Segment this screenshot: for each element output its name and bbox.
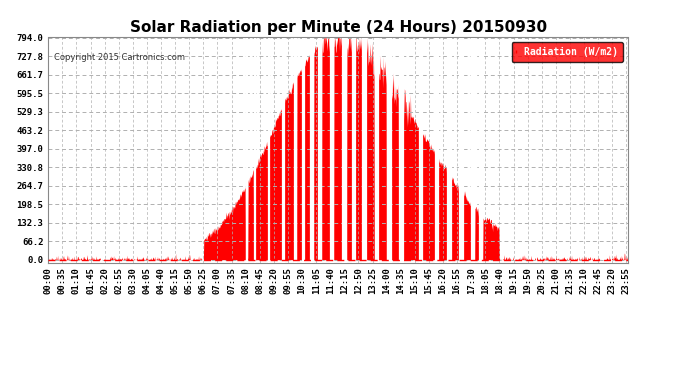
Legend: Radiation (W/m2): Radiation (W/m2) — [511, 42, 623, 62]
Text: Copyright 2015 Cartronics.com: Copyright 2015 Cartronics.com — [54, 53, 185, 62]
Title: Solar Radiation per Minute (24 Hours) 20150930: Solar Radiation per Minute (24 Hours) 20… — [130, 20, 546, 35]
